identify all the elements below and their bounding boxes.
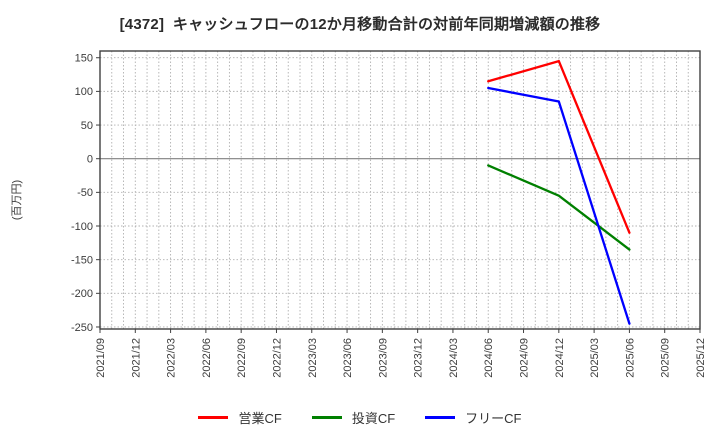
y-tick-label: -200 [71, 288, 93, 300]
legend-line-swatch-red [198, 415, 229, 419]
legend-label: フリーCF [465, 410, 522, 426]
y-tick-label: 100 [75, 86, 93, 98]
x-tick-label: 2022/06 [201, 338, 213, 378]
plot-border [99, 50, 701, 330]
x-tick-label: 2025/12 [695, 338, 707, 378]
x-tick-label: 2021/09 [95, 338, 107, 378]
x-tick-label: 2024/06 [483, 338, 495, 378]
x-tick-label: 2022/03 [166, 338, 178, 378]
y-tick-label: -250 [71, 322, 93, 334]
y-tick-label: 150 [75, 53, 93, 65]
x-tick-label: 2024/09 [519, 338, 531, 378]
x-tick-label: 2025/06 [624, 338, 636, 378]
y-tick-labels: -250 -200 -150 -100 -50 0 50 100 150 [71, 53, 93, 334]
legend-item-investing-cf: 投資CF [311, 408, 396, 427]
x-tick-label: 2024/03 [448, 338, 460, 378]
legend-item-free-cf: フリーCF [425, 408, 522, 427]
y-tick-label: -150 [71, 254, 93, 266]
legend-item-operating-cf: 営業CF [198, 408, 282, 427]
series-line-0 [487, 59, 631, 234]
y-tick-label: 50 [81, 120, 93, 132]
y-tick-label: 0 [87, 153, 93, 165]
x-tick-label: 2024/12 [554, 338, 566, 378]
legend-label: 営業CF [238, 410, 282, 426]
grid-horizontal [96, 57, 700, 328]
legend-line-swatch-green [311, 415, 342, 419]
legend-label: 投資CF [351, 410, 396, 426]
x-tick-label: 2023/06 [342, 338, 354, 378]
grid-vertical [99, 51, 701, 329]
x-tick-labels: 2021/09 2021/12 2022/03 2022/06 2022/09 2022/… [95, 329, 707, 378]
series-line-1 [487, 164, 631, 251]
x-tick-label: 2023/12 [413, 338, 425, 378]
legend-line-swatch-blue [425, 415, 456, 419]
y-tick-label: -100 [71, 221, 93, 233]
x-tick-label: 2023/09 [377, 338, 389, 378]
x-tick-label: 2023/03 [307, 338, 319, 378]
legend: 営業CF 投資CF フリーCF [0, 404, 720, 430]
x-tick-label: 2025/03 [589, 338, 601, 378]
x-tick-label: 2025/09 [660, 338, 672, 378]
x-tick-label: 2021/12 [130, 338, 142, 378]
y-axis-label: (百万円) [11, 179, 23, 221]
x-tick-label: 2022/12 [271, 338, 283, 378]
chart-title: [4372] キャッシュフローの12か月移動合計の対前年同期増減額の推移 [119, 16, 601, 33]
x-tick-label: 2022/09 [236, 338, 248, 378]
series-line-2 [487, 86, 631, 325]
y-tick-label: -50 [77, 187, 93, 199]
